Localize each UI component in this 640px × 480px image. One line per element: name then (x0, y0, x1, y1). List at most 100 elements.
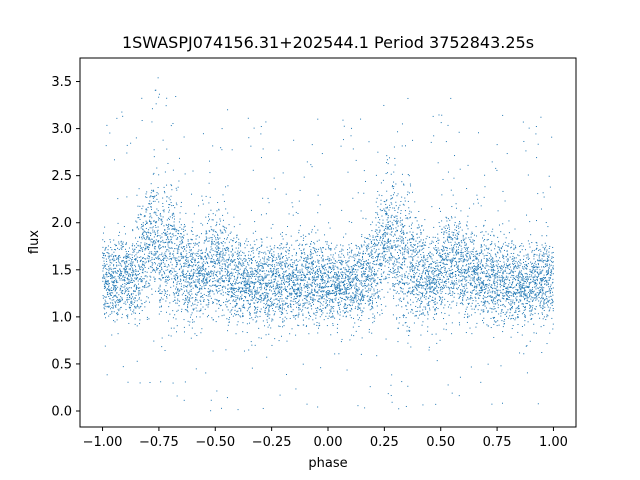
data-point (145, 220, 147, 222)
data-point (251, 296, 253, 298)
data-point (364, 237, 366, 239)
data-point (167, 241, 169, 243)
data-point (212, 230, 214, 232)
data-point (354, 273, 356, 275)
data-point (151, 251, 153, 253)
data-point (149, 244, 151, 246)
data-point (239, 297, 241, 299)
data-point (196, 292, 198, 294)
data-point (194, 260, 196, 262)
data-point (216, 251, 218, 253)
data-point (204, 279, 206, 281)
data-point (199, 272, 201, 274)
data-point (211, 243, 213, 245)
data-point (132, 273, 134, 275)
data-point (234, 283, 236, 285)
data-point (175, 318, 177, 320)
data-point (191, 285, 193, 287)
data-point (169, 241, 171, 243)
data-point (187, 301, 189, 303)
data-point (293, 289, 295, 291)
data-point (229, 291, 231, 293)
data-point (218, 290, 220, 292)
data-point (237, 282, 239, 284)
data-point (126, 196, 128, 198)
data-point (264, 251, 266, 253)
data-point (301, 253, 303, 255)
data-point (339, 314, 341, 316)
data-point (282, 304, 284, 306)
data-point (161, 275, 163, 277)
data-point (105, 274, 107, 275)
data-point (289, 275, 291, 277)
data-point (209, 280, 211, 282)
data-point (214, 298, 216, 300)
data-point (152, 242, 154, 244)
data-point (226, 273, 228, 275)
data-point (105, 268, 107, 270)
data-point (179, 244, 181, 246)
data-point (365, 277, 367, 279)
data-point (317, 271, 319, 273)
data-point (284, 260, 286, 262)
data-point (249, 289, 251, 291)
data-point (279, 288, 281, 290)
data-point (204, 240, 206, 242)
data-point (221, 257, 223, 259)
data-point (247, 300, 249, 302)
data-point (202, 224, 204, 226)
data-point (169, 247, 171, 249)
data-point (188, 264, 190, 266)
data-point (116, 282, 118, 284)
data-point (126, 287, 128, 289)
data-point (186, 310, 188, 312)
data-point (336, 277, 338, 279)
data-point (271, 255, 273, 257)
data-point (237, 282, 239, 284)
data-point (117, 270, 119, 272)
data-point (211, 254, 213, 256)
data-point (121, 271, 123, 273)
data-point (194, 333, 196, 335)
data-point (331, 283, 333, 285)
data-point (215, 263, 217, 265)
data-point (175, 260, 177, 262)
data-point (104, 254, 106, 256)
data-point (107, 280, 109, 282)
data-point (253, 312, 255, 314)
data-point (165, 105, 167, 107)
data-point (202, 265, 204, 267)
data-point (185, 250, 187, 252)
data-point (191, 227, 193, 229)
data-point (259, 269, 261, 271)
data-point (271, 287, 273, 289)
data-point (217, 202, 219, 204)
data-point (142, 286, 144, 288)
data-point (317, 300, 319, 302)
data-point (262, 197, 264, 199)
data-point (248, 294, 250, 296)
data-point (166, 296, 168, 298)
data-point (151, 264, 153, 266)
data-point (217, 238, 219, 240)
data-point (345, 260, 347, 262)
data-point (276, 282, 278, 284)
data-point (225, 247, 227, 249)
data-point (221, 315, 223, 317)
data-point (169, 224, 171, 226)
data-point (104, 226, 106, 228)
data-point (362, 299, 364, 301)
data-point (357, 298, 359, 300)
data-point (150, 241, 152, 243)
data-point (152, 190, 154, 192)
data-point (278, 149, 280, 151)
data-point (136, 274, 138, 276)
data-point (184, 276, 186, 278)
data-point (137, 280, 139, 282)
data-point (236, 314, 238, 316)
data-point (179, 280, 181, 282)
data-point (115, 304, 117, 306)
data-point (248, 285, 250, 287)
data-point (147, 282, 149, 284)
data-point (106, 305, 108, 307)
